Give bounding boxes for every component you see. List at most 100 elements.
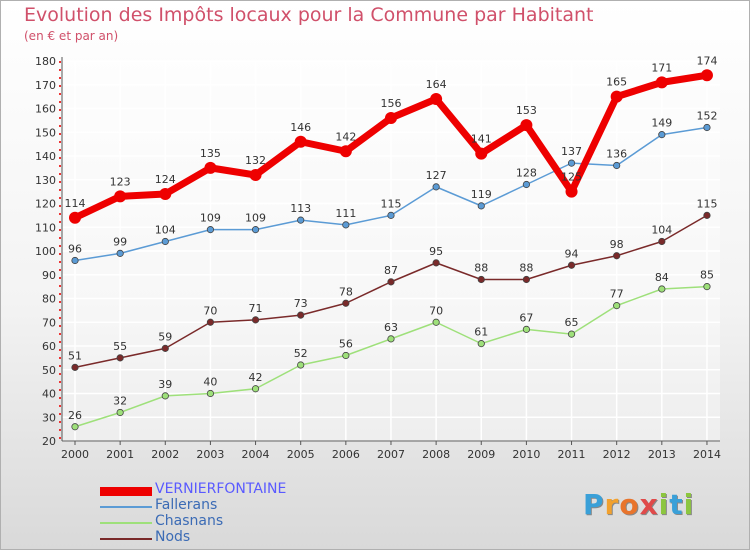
x-tick-label: 2010 bbox=[512, 448, 540, 461]
data-label-nods: 55 bbox=[113, 340, 127, 353]
legend-label: Nods bbox=[155, 529, 191, 545]
logo-letter: i bbox=[683, 488, 695, 521]
logo-letter: P bbox=[583, 488, 605, 521]
data-label-fallerans: 109 bbox=[200, 212, 221, 225]
data-label-fallerans: 149 bbox=[651, 117, 672, 130]
data-label-nods: 51 bbox=[68, 349, 82, 362]
data-label-vernierfontaine: 123 bbox=[110, 175, 131, 188]
logo-letter: i bbox=[658, 488, 670, 521]
y-tick-label: 180 bbox=[35, 55, 56, 68]
data-point-nods bbox=[613, 252, 621, 260]
data-point-vernierfontaine bbox=[159, 188, 172, 200]
y-tick-label: 90 bbox=[42, 269, 56, 282]
data-point-chasnans bbox=[477, 340, 485, 348]
data-point-chasnans bbox=[567, 330, 576, 338]
data-label-fallerans: 111 bbox=[335, 207, 356, 220]
data-label-vernierfontaine: 165 bbox=[606, 76, 627, 89]
data-label-nods: 88 bbox=[474, 262, 488, 275]
data-point-vernierfontaine bbox=[339, 145, 352, 158]
y-tick-label: 150 bbox=[35, 126, 56, 139]
data-point-fallerans bbox=[116, 249, 124, 257]
data-label-vernierfontaine: 141 bbox=[471, 133, 492, 146]
data-point-nods bbox=[297, 311, 305, 319]
data-label-nods: 78 bbox=[339, 285, 353, 298]
data-point-vernierfontaine bbox=[294, 135, 307, 148]
logo-letter: r bbox=[604, 488, 620, 521]
data-point-chasnans bbox=[251, 385, 260, 393]
data-point-vernierfontaine bbox=[610, 90, 623, 103]
data-label-fallerans: 152 bbox=[696, 110, 717, 123]
data-point-nods bbox=[432, 259, 440, 267]
data-label-fallerans: 113 bbox=[290, 202, 311, 215]
data-label-vernierfontaine: 174 bbox=[696, 54, 717, 67]
data-label-chasnans: 70 bbox=[429, 304, 443, 317]
data-point-chasnans bbox=[613, 302, 621, 310]
data-point-fallerans bbox=[567, 159, 576, 167]
data-point-fallerans bbox=[522, 180, 531, 189]
data-label-vernierfontaine: 153 bbox=[516, 104, 537, 117]
y-tick-label: 70 bbox=[42, 316, 56, 329]
y-tick-label: 140 bbox=[35, 150, 56, 163]
data-label-chasnans: 85 bbox=[700, 269, 714, 282]
legend-label: VERNIERFONTAINE bbox=[155, 481, 287, 497]
x-tick-label: 2002 bbox=[151, 448, 179, 461]
y-tick-label: 30 bbox=[42, 411, 56, 424]
data-point-vernierfontaine bbox=[204, 161, 217, 174]
data-point-fallerans bbox=[387, 211, 395, 219]
data-point-nods bbox=[342, 299, 350, 307]
data-label-chasnans: 52 bbox=[294, 347, 308, 360]
data-label-fallerans: 109 bbox=[245, 212, 266, 225]
x-tick-label: 2007 bbox=[377, 448, 405, 461]
data-label-nods: 71 bbox=[249, 302, 263, 315]
data-label-nods: 104 bbox=[651, 224, 672, 237]
proxiti-logo: Proxiti bbox=[583, 488, 694, 521]
data-point-chasnans bbox=[116, 408, 124, 417]
data-point-chasnans bbox=[161, 392, 169, 400]
x-tick-label: 2006 bbox=[332, 448, 360, 461]
data-label-fallerans: 104 bbox=[155, 224, 176, 237]
data-point-chasnans bbox=[387, 335, 395, 343]
y-tick-label: 120 bbox=[35, 198, 56, 211]
x-tick-label: 2011 bbox=[558, 448, 586, 461]
legend-label: Chasnans bbox=[155, 513, 224, 529]
y-tick-label: 20 bbox=[42, 435, 56, 448]
data-point-vernierfontaine bbox=[114, 190, 127, 203]
legend-swatch bbox=[100, 538, 152, 540]
data-point-vernierfontaine bbox=[249, 169, 262, 181]
data-point-vernierfontaine bbox=[475, 147, 488, 160]
data-point-nods bbox=[522, 275, 531, 284]
data-label-fallerans: 136 bbox=[606, 148, 627, 161]
data-label-vernierfontaine: 142 bbox=[335, 130, 356, 143]
y-tick-label: 100 bbox=[35, 245, 56, 258]
x-tick-label: 2014 bbox=[693, 448, 721, 461]
data-label-chasnans: 42 bbox=[249, 371, 263, 384]
data-label-chasnans: 77 bbox=[610, 288, 624, 301]
y-tick-label: 160 bbox=[35, 103, 56, 116]
data-label-fallerans: 115 bbox=[380, 197, 401, 210]
data-point-fallerans bbox=[342, 221, 350, 229]
data-label-chasnans: 67 bbox=[519, 311, 533, 324]
data-label-chasnans: 32 bbox=[113, 395, 127, 408]
data-label-nods: 94 bbox=[565, 247, 579, 260]
data-point-fallerans bbox=[658, 131, 666, 139]
data-label-fallerans: 96 bbox=[68, 243, 82, 256]
data-label-chasnans: 84 bbox=[655, 271, 669, 284]
data-label-vernierfontaine: 156 bbox=[380, 97, 401, 110]
y-tick-label: 80 bbox=[42, 293, 56, 306]
data-point-chasnans bbox=[658, 285, 666, 293]
data-point-nods bbox=[567, 261, 576, 269]
data-label-vernierfontaine: 135 bbox=[200, 147, 221, 160]
x-tick-label: 2004 bbox=[242, 448, 270, 461]
data-point-nods bbox=[206, 318, 215, 326]
y-tick-label: 110 bbox=[35, 221, 56, 234]
data-point-fallerans bbox=[432, 183, 440, 191]
y-tick-label: 60 bbox=[42, 340, 56, 353]
data-label-chasnans: 63 bbox=[384, 321, 398, 334]
data-point-nods bbox=[71, 363, 79, 371]
data-point-fallerans bbox=[71, 256, 79, 265]
data-label-nods: 115 bbox=[696, 197, 717, 210]
data-point-nods bbox=[161, 344, 169, 352]
x-tick-label: 2001 bbox=[106, 448, 134, 461]
chart-title: Evolution des Impôts locaux pour la Comm… bbox=[24, 4, 594, 26]
